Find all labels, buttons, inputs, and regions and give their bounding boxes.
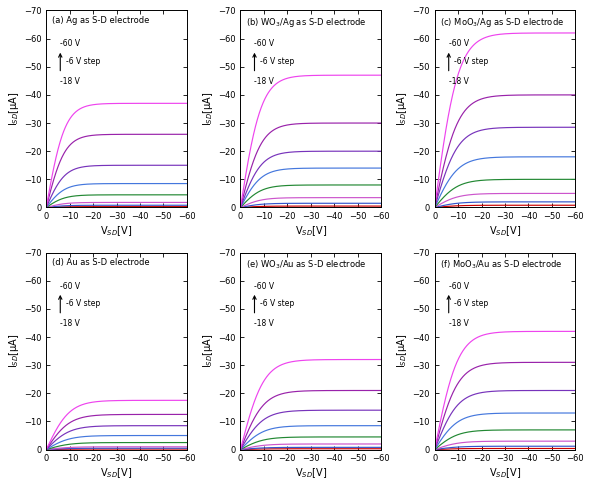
Text: -18 V: -18 V <box>60 77 80 86</box>
Text: -60 V: -60 V <box>60 281 80 291</box>
X-axis label: V$_{SD}$[V]: V$_{SD}$[V] <box>489 224 521 238</box>
Text: -18 V: -18 V <box>60 319 80 328</box>
Text: -18 V: -18 V <box>255 77 274 86</box>
Text: -60 V: -60 V <box>60 39 80 48</box>
X-axis label: V$_{SD}$[V]: V$_{SD}$[V] <box>295 466 327 480</box>
Text: -6 V step: -6 V step <box>454 57 489 66</box>
Text: -6 V step: -6 V step <box>260 57 294 66</box>
Text: (f) MoO$_3$/Au as S-D electrode: (f) MoO$_3$/Au as S-D electrode <box>440 259 563 271</box>
Y-axis label: I$_{SD}$[μA]: I$_{SD}$[μA] <box>201 334 215 368</box>
Text: -60 V: -60 V <box>255 39 275 48</box>
Text: -6 V step: -6 V step <box>260 300 294 308</box>
Text: -18 V: -18 V <box>449 319 469 328</box>
Text: -60 V: -60 V <box>449 39 469 48</box>
Text: (e) WO$_3$/Au as S-D electrode: (e) WO$_3$/Au as S-D electrode <box>246 259 366 271</box>
Y-axis label: I$_{SD}$[μA]: I$_{SD}$[μA] <box>395 92 410 126</box>
Y-axis label: I$_{SD}$[μA]: I$_{SD}$[μA] <box>395 334 410 368</box>
Y-axis label: I$_{SD}$[μA]: I$_{SD}$[μA] <box>201 92 215 126</box>
X-axis label: V$_{SD}$[V]: V$_{SD}$[V] <box>295 224 327 238</box>
X-axis label: V$_{SD}$[V]: V$_{SD}$[V] <box>489 466 521 480</box>
X-axis label: V$_{SD}$[V]: V$_{SD}$[V] <box>100 224 132 238</box>
Text: -60 V: -60 V <box>255 281 275 291</box>
Text: (b) WO$_3$/Ag as S-D electrode: (b) WO$_3$/Ag as S-D electrode <box>246 17 367 29</box>
Text: -18 V: -18 V <box>449 77 469 86</box>
Text: (a) Ag as S-D electrode: (a) Ag as S-D electrode <box>52 17 149 25</box>
Y-axis label: I$_{SD}$[μA]: I$_{SD}$[μA] <box>7 334 21 368</box>
X-axis label: V$_{SD}$[V]: V$_{SD}$[V] <box>100 466 132 480</box>
Text: -60 V: -60 V <box>449 281 469 291</box>
Text: -6 V step: -6 V step <box>66 57 100 66</box>
Y-axis label: I$_{SD}$[μA]: I$_{SD}$[μA] <box>7 92 21 126</box>
Text: -6 V step: -6 V step <box>66 300 100 308</box>
Text: -6 V step: -6 V step <box>454 300 489 308</box>
Text: -18 V: -18 V <box>255 319 274 328</box>
Text: (c) MoO$_3$/Ag as S-D electrode: (c) MoO$_3$/Ag as S-D electrode <box>440 17 564 29</box>
Text: (d) Au as S-D electrode: (d) Au as S-D electrode <box>52 259 150 267</box>
